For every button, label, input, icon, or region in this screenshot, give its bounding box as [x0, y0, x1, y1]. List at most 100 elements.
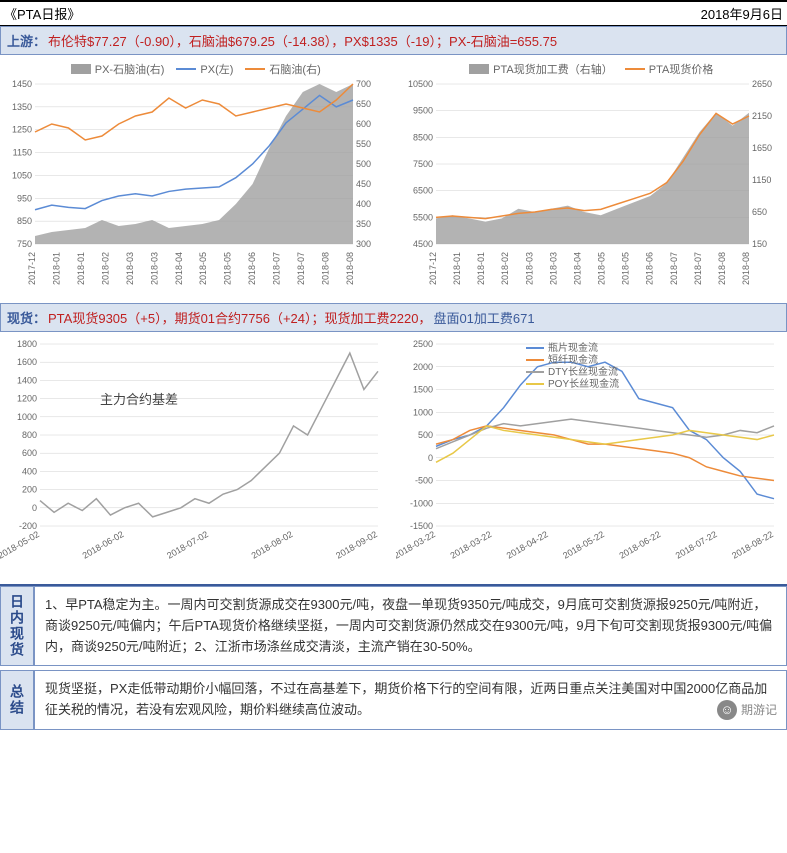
spot-text-blue: 盘面01加工费671 [433, 308, 534, 327]
report-title: 《PTA日报》 [4, 4, 80, 23]
chart4-svg: -1500-1000-50005001000150020002500瓶片现金流短… [396, 336, 784, 576]
svg-text:150: 150 [752, 239, 767, 249]
svg-text:600: 600 [22, 448, 37, 458]
svg-text:200: 200 [22, 485, 37, 495]
svg-text:2018-06: 2018-06 [247, 252, 257, 285]
svg-text:8500: 8500 [412, 132, 432, 142]
svg-text:2650: 2650 [752, 79, 772, 89]
summary-text: 现货坚挺，PX走低带动期价小幅回落，不过在高基差下，期货价格下行的空间有限，近两… [34, 670, 787, 730]
svg-text:0: 0 [427, 453, 432, 463]
chart1-legend: PX-石脑油(右) PX(左) 石脑油(右) [0, 59, 392, 79]
svg-text:2018-05-02: 2018-05-02 [0, 529, 41, 561]
svg-text:DTY长丝现金流: DTY长丝现金流 [548, 365, 618, 378]
svg-text:2018-03-22: 2018-03-22 [396, 529, 437, 561]
upstream-bar: 上游： 布伦特$77.27（-0.90），石脑油$679.25（-14.38），… [0, 26, 787, 55]
svg-text:2018-05-22: 2018-05-22 [561, 529, 606, 561]
svg-text:1450: 1450 [12, 79, 32, 89]
svg-text:6500: 6500 [412, 186, 432, 196]
header-row: 《PTA日报》 2018年9月6日 [0, 0, 787, 26]
svg-text:2018-08-02: 2018-08-02 [250, 529, 295, 561]
chart-cashflow: -1500-1000-50005001000150020002500瓶片现金流短… [396, 336, 787, 576]
upstream-text: 布伦特$77.27（-0.90），石脑油$679.25（-14.38），PX$1… [48, 31, 557, 50]
chart2-svg: 4500550065007500850095001050015065011501… [396, 79, 784, 299]
svg-text:500: 500 [417, 430, 432, 440]
svg-text:2018-03: 2018-03 [524, 252, 534, 285]
intraday-label: 日内现货 [0, 586, 34, 666]
svg-text:2018-04-22: 2018-04-22 [504, 529, 549, 561]
svg-text:2018-03: 2018-03 [125, 252, 135, 285]
svg-text:2018-01: 2018-01 [51, 252, 61, 285]
svg-text:2018-04: 2018-04 [572, 252, 582, 285]
svg-text:-1000: -1000 [409, 498, 432, 508]
svg-text:2018-07: 2018-07 [692, 252, 702, 285]
report-date: 2018年9月6日 [701, 4, 783, 23]
svg-text:2018-01: 2018-01 [452, 252, 462, 285]
svg-text:650: 650 [356, 99, 371, 109]
svg-text:2018-05: 2018-05 [620, 252, 630, 285]
svg-text:1000: 1000 [412, 407, 432, 417]
svg-text:1000: 1000 [17, 412, 37, 422]
charts-row-1: PX-石脑油(右) PX(左) 石脑油(右) 75085095010501150… [0, 55, 787, 303]
svg-text:300: 300 [356, 239, 371, 249]
svg-text:2018-06-02: 2018-06-02 [81, 529, 126, 561]
svg-text:700: 700 [356, 79, 371, 89]
svg-text:750: 750 [17, 239, 32, 249]
svg-text:2150: 2150 [752, 111, 772, 121]
svg-text:2018-03: 2018-03 [149, 252, 159, 285]
svg-text:2018-02: 2018-02 [500, 252, 510, 285]
chart-px-naphtha: PX-石脑油(右) PX(左) 石脑油(右) 75085095010501150… [0, 59, 392, 299]
svg-text:2018-05: 2018-05 [198, 252, 208, 285]
svg-text:主力合约基差: 主力合约基差 [100, 392, 178, 407]
svg-text:1050: 1050 [12, 170, 32, 180]
svg-text:瓶片现金流: 瓶片现金流 [548, 341, 598, 354]
svg-text:2018-05: 2018-05 [223, 252, 233, 285]
svg-text:550: 550 [356, 139, 371, 149]
spot-bar: 现货： PTA现货9305（+5），期货01合约7756（+24）；现货加工费2… [0, 303, 787, 332]
svg-text:1250: 1250 [12, 125, 32, 135]
svg-text:2018-07: 2018-07 [296, 252, 306, 285]
svg-text:4500: 4500 [412, 239, 432, 249]
svg-text:850: 850 [17, 216, 32, 226]
svg-text:10500: 10500 [407, 79, 432, 89]
svg-text:2017-12: 2017-12 [27, 252, 37, 285]
spot-label: 现货： [7, 308, 46, 327]
svg-text:2018-09-02: 2018-09-02 [334, 529, 379, 561]
svg-text:2018-08-22: 2018-08-22 [730, 529, 775, 561]
summary-label: 总结 [0, 670, 34, 730]
svg-text:2018-01: 2018-01 [76, 252, 86, 285]
svg-text:2018-08: 2018-08 [321, 252, 331, 285]
svg-text:1600: 1600 [17, 357, 37, 367]
svg-text:2018-03-22: 2018-03-22 [448, 529, 493, 561]
svg-text:2018-04: 2018-04 [174, 252, 184, 285]
svg-text:2018-05: 2018-05 [596, 252, 606, 285]
svg-text:2018-07: 2018-07 [272, 252, 282, 285]
svg-text:-500: -500 [414, 476, 432, 486]
svg-text:650: 650 [752, 207, 767, 217]
svg-text:1800: 1800 [17, 339, 37, 349]
chart3-svg: -200020040060080010001200140016001800主力合… [0, 336, 388, 576]
intraday-row: 日内现货 1、早PTA稳定为主。一周内可交割货源成交在9300元/吨，夜盘一单现… [0, 584, 787, 666]
svg-text:2018-02: 2018-02 [100, 252, 110, 285]
charts-row-2: -200020040060080010001200140016001800主力合… [0, 332, 787, 580]
svg-text:POY长丝现金流: POY长丝现金流 [548, 377, 619, 390]
svg-text:400: 400 [356, 199, 371, 209]
svg-text:7500: 7500 [412, 159, 432, 169]
svg-text:950: 950 [17, 193, 32, 203]
svg-text:2018-08: 2018-08 [741, 252, 751, 285]
svg-text:2018-01: 2018-01 [476, 252, 486, 285]
svg-text:9500: 9500 [412, 106, 432, 116]
svg-text:2018-03: 2018-03 [548, 252, 558, 285]
svg-text:1650: 1650 [752, 143, 772, 153]
svg-text:2500: 2500 [412, 339, 432, 349]
svg-text:400: 400 [22, 466, 37, 476]
svg-text:1500: 1500 [412, 385, 432, 395]
svg-text:2000: 2000 [412, 362, 432, 372]
svg-text:1350: 1350 [12, 102, 32, 112]
svg-text:2017-12: 2017-12 [428, 252, 438, 285]
svg-text:2018-07-22: 2018-07-22 [673, 529, 718, 561]
svg-text:2018-06-22: 2018-06-22 [617, 529, 662, 561]
chart2-legend: PTA现货加工费（右轴） PTA现货价格 [396, 59, 787, 79]
svg-text:2018-06: 2018-06 [644, 252, 654, 285]
watermark-text: 期游记 [741, 701, 777, 718]
watermark: ☺ 期游记 [717, 700, 777, 720]
